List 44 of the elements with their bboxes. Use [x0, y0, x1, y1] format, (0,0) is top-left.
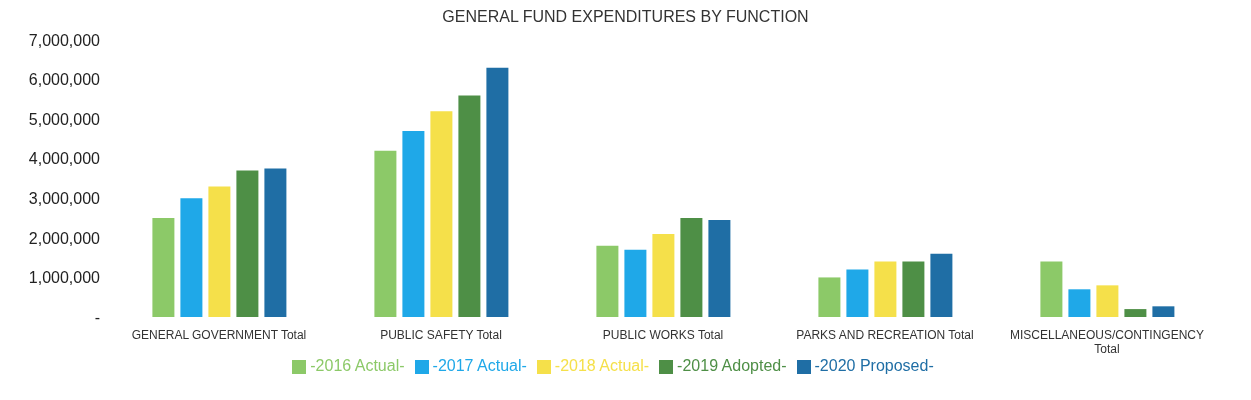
bar [652, 233, 675, 317]
y-tick-label: 2,000,000 [28, 229, 101, 247]
bar [1068, 289, 1091, 317]
legend-label: -2017 Actual- [432, 357, 527, 374]
bar [486, 67, 509, 317]
bar [430, 111, 453, 317]
legend-label: -2019 Adopted- [677, 357, 787, 374]
y-tick-label: - [94, 308, 100, 326]
bar [180, 198, 203, 317]
bar [680, 218, 703, 317]
bar [264, 168, 287, 317]
bar [596, 245, 619, 317]
bar [1096, 285, 1119, 317]
bar [874, 261, 897, 317]
bar [902, 261, 925, 317]
x-tick-label: PARKS AND RECREATION Total [796, 328, 974, 342]
y-tick-label: 5,000,000 [28, 110, 101, 128]
bar [1040, 261, 1063, 317]
y-tick-label: 7,000,000 [28, 31, 101, 49]
x-tick-label: GENERAL GOVERNMENT Total [131, 328, 307, 342]
bar [930, 253, 953, 317]
bar [208, 186, 231, 317]
y-tick-label: 1,000,000 [28, 269, 101, 287]
y-tick-label: 4,000,000 [28, 150, 101, 168]
legend-label: -2018 Actual- [554, 357, 650, 374]
legend-label: -2016 Actual- [310, 357, 405, 374]
x-tick-label: MISCELLANEOUS/CONTINGENCY Total [1009, 328, 1205, 356]
bar [458, 95, 481, 317]
bar [236, 170, 259, 317]
chart-title: GENERAL FUND EXPENDITURES BY FUNCTION [441, 8, 810, 26]
y-tick-label: 6,000,000 [28, 71, 101, 89]
x-tick-label: PUBLIC WORKS Total [602, 328, 724, 342]
bar [708, 220, 731, 317]
bar [1124, 309, 1147, 317]
bar [846, 269, 869, 317]
bar [818, 277, 841, 317]
y-tick-label: 3,000,000 [28, 189, 101, 207]
bar [374, 150, 397, 317]
bar [624, 249, 647, 317]
legend-label: -2020 Proposed- [814, 357, 934, 374]
bar [402, 131, 425, 317]
bar [152, 218, 175, 317]
x-tick-label: PUBLIC SAFETY Total [380, 328, 502, 342]
bar [1152, 306, 1175, 317]
